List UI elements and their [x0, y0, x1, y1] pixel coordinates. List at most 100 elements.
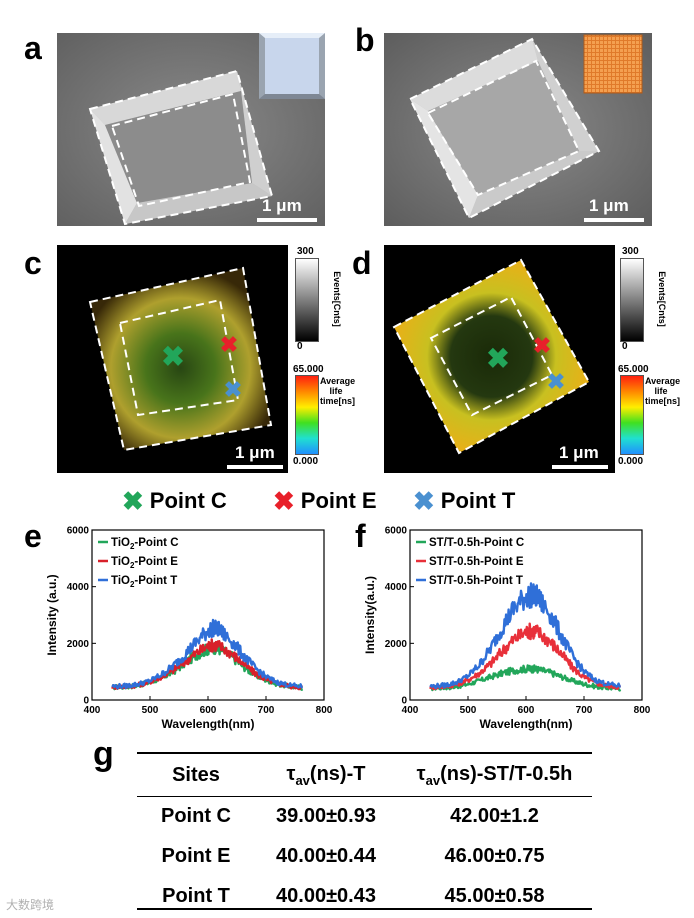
legend-point-c: ✖ Point C [122, 488, 227, 514]
scale-bar-a [257, 218, 317, 222]
table-cell: 39.00±0.93 [276, 804, 376, 827]
lifetime-title-c: Average life time[ns] [320, 376, 356, 406]
series-line [111, 618, 303, 690]
sem-image-b: 1 μm [384, 33, 652, 226]
panel-label-b: b [355, 22, 375, 58]
y-tick-label: 4000 [385, 582, 408, 593]
legend-entry: ST/T-0.5h-Point C [429, 537, 524, 549]
x-tick-label: 800 [316, 705, 333, 716]
scale-bar-c [227, 465, 283, 469]
sem-graphic-a [57, 33, 325, 226]
flim-image-d: ✖ ✖ ✖ 1 μm [384, 245, 615, 473]
point-c-icon: ✖ [122, 486, 144, 516]
scale-bar-label-c: 1 μm [235, 443, 275, 462]
header-sites: Sites [172, 763, 220, 786]
x-tick-label: 700 [576, 705, 593, 716]
table-cell: 40.00±0.44 [276, 844, 376, 867]
point-e-marker-c: ✖ [220, 332, 238, 357]
table-bottom-rule [137, 908, 592, 910]
y-tick-label: 0 [83, 696, 89, 707]
lifetime-min-d: 0.000 [618, 456, 644, 467]
table-cell: 42.00±1.2 [450, 804, 539, 827]
table-row: Point C 39.00±0.93 42.00±1.2 [137, 796, 592, 836]
table-cell: Point E [161, 844, 231, 867]
sem-graphic-b [384, 33, 652, 226]
table-header-row: Sites τav(ns)-T τav(ns)-ST/T-0.5h [137, 754, 592, 796]
point-t-marker-d: ✖ [547, 369, 565, 394]
series-line [429, 582, 621, 690]
events-colorbar-c [295, 258, 319, 342]
lifetime-colorbar-d [620, 375, 644, 455]
lifetime-colorbar-c [295, 375, 319, 455]
scale-bar-label-b: 1 μm [589, 196, 629, 215]
events-title-c: Events[Cnts] [332, 271, 342, 327]
series-line [430, 664, 622, 692]
legend-entry: ST/T-0.5h-Point T [429, 575, 523, 587]
legend-point-e: ✖ Point E [273, 488, 377, 514]
panel-label-e: e [24, 518, 42, 554]
x-axis-label: Wavelength(nm) [480, 717, 573, 731]
lifetime-min-c: 0.000 [293, 456, 319, 467]
events-min-c: 0 [297, 341, 303, 352]
point-c-marker-c: ✖ [161, 341, 184, 372]
legend-entry: ST/T-0.5h-Point E [429, 556, 524, 568]
panel-label-c: c [24, 245, 42, 281]
legend-point-e-label: Point E [300, 488, 377, 513]
x-tick-label: 700 [258, 705, 275, 716]
x-tick-label: 800 [634, 705, 651, 716]
x-axis-label: Wavelength(nm) [162, 717, 255, 731]
scale-bar-label-d: 1 μm [559, 443, 599, 462]
y-tick-label: 2000 [67, 639, 90, 650]
events-max-d: 300 [622, 246, 639, 257]
panel-label-f: f [355, 518, 366, 554]
legend-entry: TiO2-Point T [111, 575, 177, 589]
table-header-rule [137, 796, 592, 797]
scale-bar-b [584, 218, 644, 222]
results-table: Sites τav(ns)-T τav(ns)-ST/T-0.5h Point … [137, 754, 592, 916]
table-cell: 45.00±0.58 [444, 884, 545, 907]
legend-entry: TiO2-Point C [111, 537, 179, 551]
x-tick-label: 600 [518, 705, 535, 716]
flim-image-c: ✖ ✖ ✖ 1 μm [57, 245, 288, 473]
chart-f: 400 500 600 700 800 0 2000 4000 6000 Wavelength(n… [363, 526, 651, 732]
panel-label-a: a [24, 30, 42, 66]
table-cell: Point C [161, 804, 231, 827]
legend-point-c-label: Point C [149, 488, 227, 513]
table-cell: Point T [162, 884, 230, 907]
y-tick-label: 0 [401, 696, 407, 707]
flim-graphic-d: ✖ ✖ ✖ [384, 245, 615, 473]
legend-point-t: ✖ Point T [413, 488, 515, 514]
table-cell: 46.00±0.75 [444, 844, 545, 867]
header-tau-stt: τav(ns)-ST/T-0.5h [416, 762, 573, 788]
table-cell: 40.00±0.43 [276, 884, 376, 907]
legend-point-t-label: Point T [440, 488, 516, 513]
events-colorbar-d [620, 258, 644, 342]
lifetime-max-c: 65.000 [293, 364, 324, 375]
table-top-rule [137, 752, 592, 754]
series-line [429, 622, 622, 691]
legend-entry: TiO2-Point E [111, 556, 178, 570]
table-row: Point T 40.00±0.43 45.00±0.58 [137, 876, 592, 916]
events-min-d: 0 [622, 341, 628, 352]
events-title-d: Events[Cnts] [657, 271, 667, 327]
panel-label-d: d [352, 245, 372, 281]
y-tick-label: 6000 [67, 526, 90, 537]
table-row: Point E 40.00±0.44 46.00±0.75 [137, 836, 592, 876]
point-c-marker-d: ✖ [486, 343, 509, 374]
y-axis-label: Intensity(a.u.) [363, 576, 377, 654]
x-tick-label: 400 [402, 705, 419, 716]
y-tick-label: 6000 [385, 526, 408, 537]
x-tick-label: 500 [142, 705, 159, 716]
sem-image-a: 1 μm [57, 33, 325, 226]
events-max-c: 300 [297, 246, 314, 257]
flim-graphic-c: ✖ ✖ ✖ [57, 245, 288, 473]
point-e-icon: ✖ [273, 486, 295, 516]
y-axis-label: Intensity (a.u.) [45, 574, 59, 655]
chart-e: 400 500 600 700 800 0 2000 4000 6000 Wavelength(n… [45, 526, 333, 732]
x-tick-label: 600 [200, 705, 217, 716]
watermark-text: 大数跨境 [6, 898, 55, 912]
panel-label-g: g [93, 735, 114, 773]
scale-bar-d [552, 465, 608, 469]
y-tick-label: 4000 [67, 582, 90, 593]
point-e-marker-d: ✖ [533, 333, 551, 358]
